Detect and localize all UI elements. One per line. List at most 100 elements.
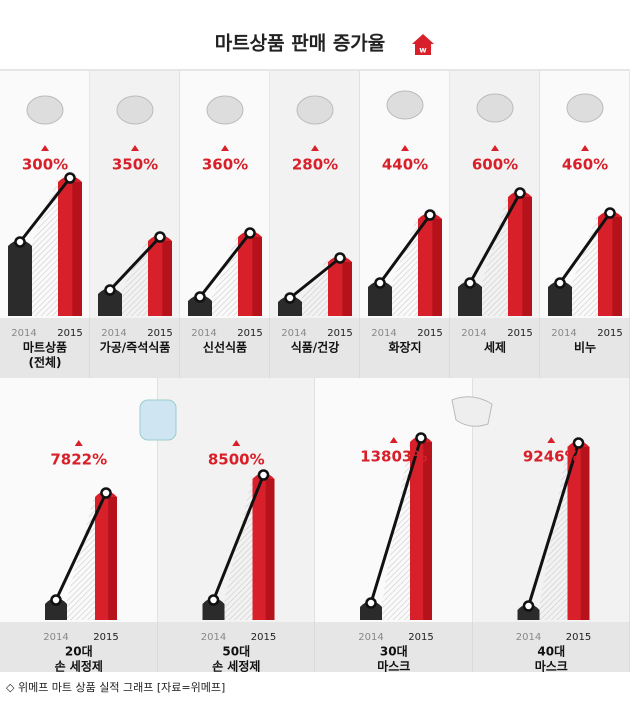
year-label: 2014 bbox=[461, 328, 486, 339]
panel-name: 손 세정제 bbox=[212, 659, 260, 674]
title: 마트상품 판매 증가율 bbox=[215, 33, 386, 55]
panel-name: 화장지 bbox=[388, 340, 421, 355]
growth-label: 440% bbox=[382, 156, 428, 174]
panel-name: 40대 bbox=[537, 645, 565, 659]
year-label: 2014 bbox=[101, 328, 126, 339]
bar-2015-shade bbox=[581, 447, 590, 620]
trend-point bbox=[106, 286, 115, 295]
bar-2015-shade bbox=[266, 479, 275, 620]
product-icon bbox=[27, 96, 63, 124]
year-label: 2014 bbox=[551, 328, 576, 339]
trend-point bbox=[466, 279, 475, 288]
trend-point bbox=[556, 279, 565, 288]
product-icon bbox=[117, 96, 153, 124]
panel-name: 세제 bbox=[484, 340, 506, 355]
trend-point bbox=[16, 238, 25, 247]
year-label: 2014 bbox=[371, 328, 396, 339]
bar-2015-shade bbox=[252, 237, 262, 316]
panel-name: 50대 bbox=[222, 645, 250, 659]
year-label: 2015 bbox=[57, 328, 82, 339]
growth-label: 350% bbox=[112, 156, 158, 174]
trend-point bbox=[52, 596, 61, 605]
growth-label: 460% bbox=[562, 156, 608, 174]
bar-2015-shade bbox=[522, 197, 532, 316]
bar-2015-shade bbox=[342, 262, 352, 316]
bar-2015-shade bbox=[423, 442, 432, 620]
panel-name: 마트상품 bbox=[23, 340, 67, 355]
growth-label: 13803% bbox=[360, 448, 427, 466]
growth-label: 7822% bbox=[50, 451, 107, 469]
trend-point bbox=[286, 294, 295, 303]
growth-label: 600% bbox=[472, 156, 518, 174]
panel-name: (전체) bbox=[28, 355, 61, 370]
year-label: 2014 bbox=[281, 328, 306, 339]
title-badge: w bbox=[419, 46, 427, 55]
year-label: 2014 bbox=[43, 632, 68, 643]
trend-point bbox=[102, 489, 111, 498]
panel-name: 마스크 bbox=[377, 659, 410, 674]
year-label: 2015 bbox=[408, 632, 433, 643]
trend-point bbox=[376, 279, 385, 288]
trend-point bbox=[196, 293, 205, 302]
product-icon bbox=[387, 91, 423, 119]
trend-point bbox=[209, 596, 218, 605]
year-label: 2014 bbox=[358, 632, 383, 643]
trend-point bbox=[156, 233, 165, 242]
trend-point bbox=[417, 434, 426, 443]
growth-label: 360% bbox=[202, 156, 248, 174]
soap-bottle-icon bbox=[140, 400, 176, 440]
year-label: 2015 bbox=[237, 328, 262, 339]
bar-2015-shade bbox=[162, 241, 172, 316]
trend-point bbox=[246, 229, 255, 238]
year-label: 2014 bbox=[516, 632, 541, 643]
product-icon bbox=[477, 94, 513, 122]
year-label: 2015 bbox=[251, 632, 276, 643]
trend-point bbox=[66, 174, 75, 183]
trend-point bbox=[426, 211, 435, 220]
panel-name: 손 세정제 bbox=[55, 659, 103, 674]
bar-2015-shade bbox=[108, 497, 117, 620]
trend-point bbox=[336, 254, 345, 263]
panel-name: 30대 bbox=[380, 645, 408, 659]
panel-name: 신선식품 bbox=[203, 340, 247, 355]
growth-label: 280% bbox=[292, 156, 338, 174]
year-label: 2014 bbox=[191, 328, 216, 339]
panel-name: 비누 bbox=[574, 340, 596, 355]
trend-point bbox=[574, 439, 583, 448]
trend-point bbox=[259, 471, 268, 480]
year-label: 2015 bbox=[597, 328, 622, 339]
year-label: 2015 bbox=[327, 328, 352, 339]
year-label: 2015 bbox=[417, 328, 442, 339]
product-icon bbox=[297, 96, 333, 124]
caption: ◇ 위메프 마트 상품 실적 그래프 [자료=위메프] bbox=[6, 681, 225, 694]
bar-2015-shade bbox=[432, 219, 442, 316]
panel-name: 가공/즉석식품 bbox=[100, 340, 171, 355]
product-icon bbox=[567, 94, 603, 122]
trend-point bbox=[606, 209, 615, 218]
growth-label: 9246% bbox=[523, 448, 580, 466]
mask-icon bbox=[452, 397, 492, 426]
bar-2015-shade bbox=[612, 217, 622, 316]
year-label: 2015 bbox=[507, 328, 532, 339]
year-label: 2015 bbox=[93, 632, 118, 643]
year-label: 2014 bbox=[11, 328, 36, 339]
growth-label: 300% bbox=[22, 156, 68, 174]
year-label: 2014 bbox=[201, 632, 226, 643]
bar-2014 bbox=[8, 240, 32, 316]
trend-point bbox=[516, 189, 525, 198]
year-label: 2015 bbox=[147, 328, 172, 339]
product-icon bbox=[207, 96, 243, 124]
bar-2015-shade bbox=[72, 182, 82, 316]
trend-point bbox=[367, 599, 376, 608]
growth-label: 8500% bbox=[208, 451, 265, 469]
year-label: 2015 bbox=[566, 632, 591, 643]
panel-name: 마스크 bbox=[535, 659, 568, 674]
panel-name: 식품/건강 bbox=[291, 340, 340, 355]
trend-point bbox=[524, 602, 533, 611]
panel-name: 20대 bbox=[65, 645, 93, 659]
